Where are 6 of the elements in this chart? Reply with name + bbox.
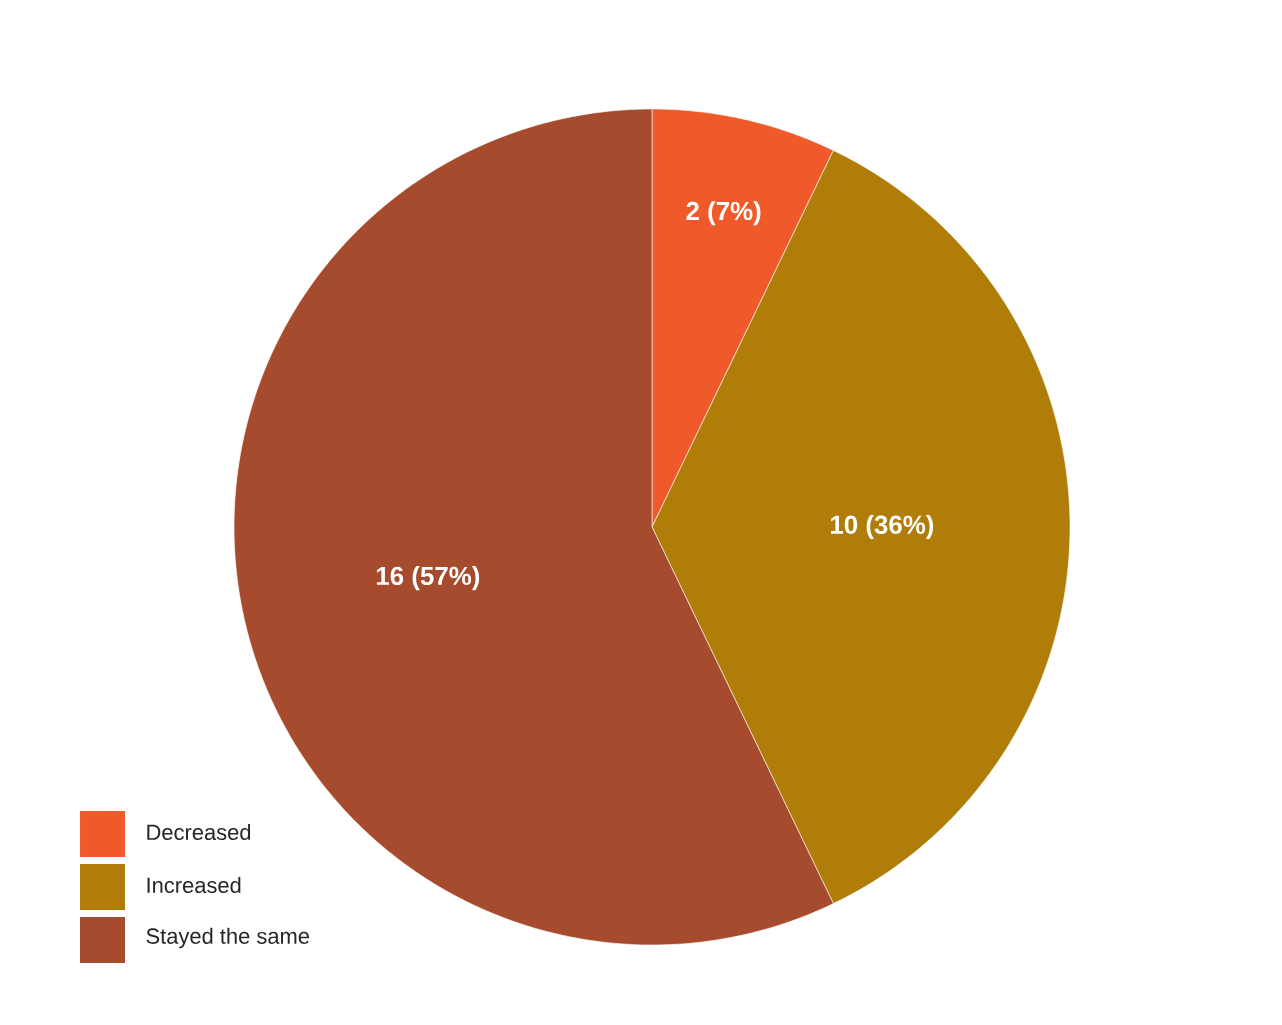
data-label: 10 (36%) — [830, 514, 934, 540]
legend-label: Increased — [147, 876, 241, 894]
legend-label: Decreased — [147, 823, 251, 841]
legend-label: Stayed the same — [146, 927, 310, 949]
data-label: 16 (57%) — [376, 566, 480, 591]
data-label: 2 (7%) — [686, 201, 761, 226]
